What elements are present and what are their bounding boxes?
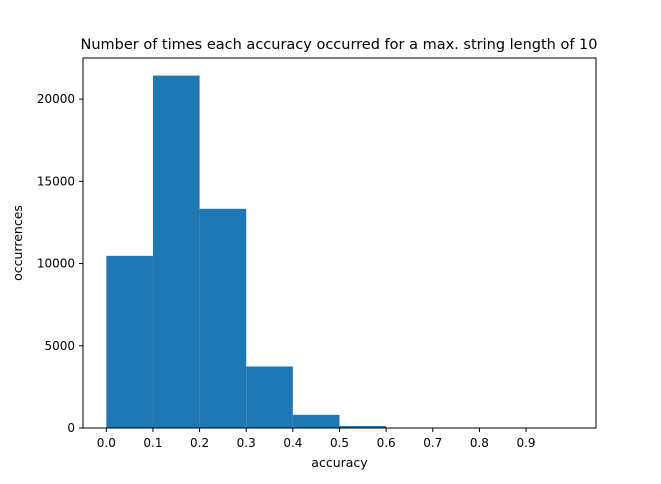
- histogram-bar: [199, 208, 247, 428]
- x-tick-label: 0.8: [470, 436, 489, 450]
- x-tick-label: 0.0: [97, 436, 116, 450]
- y-axis-label: occurrences: [10, 205, 25, 281]
- x-tick-label: 0.1: [143, 436, 162, 450]
- y-tick-label: 20000: [37, 92, 75, 106]
- y-tick-label: 5000: [44, 339, 75, 353]
- bars-layer: [106, 75, 433, 429]
- histogram-bar: [106, 255, 153, 428]
- x-axis-label: accuracy: [311, 455, 368, 470]
- x-tick-label: 0.6: [377, 436, 396, 450]
- x-tick-label: 0.5: [330, 436, 349, 450]
- y-tick-label: 10000: [37, 257, 75, 271]
- y-tick-label: 15000: [37, 174, 75, 188]
- chart-title: Number of times each accuracy occurred f…: [80, 37, 597, 53]
- x-tick-label: 0.9: [516, 436, 535, 450]
- y-tick-label: 0: [67, 421, 75, 435]
- x-tick-label: 0.4: [283, 436, 302, 450]
- plot-frame: [82, 57, 597, 429]
- histogram-bar: [292, 414, 340, 428]
- histogram-bar: [246, 366, 293, 428]
- x-axis: 0.0 0.1 0.2 0.3 0.4 0.5 0.6 0.7 0.8 0.9: [97, 428, 536, 450]
- y-axis: 0 5000 10000 15000 20000: [37, 92, 83, 435]
- x-tick-label: 0.3: [237, 436, 256, 450]
- histogram-bar: [339, 426, 387, 428]
- x-tick-label: 0.7: [423, 436, 442, 450]
- x-tick-label: 0.2: [190, 436, 209, 450]
- histogram-bar: [152, 75, 200, 429]
